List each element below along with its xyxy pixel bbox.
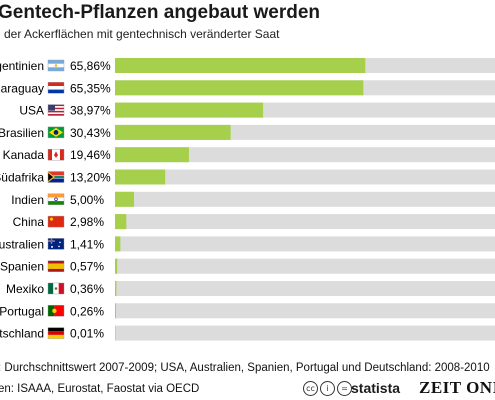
value-label: 1,41%	[70, 237, 104, 251]
flag-argentina-icon	[47, 59, 65, 72]
bar	[115, 281, 117, 296]
chart-subtitle: l der Ackerflächen mit gentechnisch verä…	[0, 27, 280, 41]
bar-track	[115, 325, 495, 341]
bar	[115, 325, 116, 341]
chart-title: Gentech-Pflanzen angebaut werden	[0, 2, 320, 23]
value-label: 5,00%	[70, 193, 104, 207]
value-label: 13,20%	[70, 171, 111, 185]
bar-chart: rgentinien 65,86% Paraguay 65,35% USA 38,97% B…	[0, 58, 495, 341]
value-label: 2,98%	[70, 215, 104, 229]
flag-spain-icon	[47, 260, 65, 272]
category-label: Paraguay	[0, 81, 44, 95]
bar	[115, 191, 134, 207]
bar-track	[115, 169, 495, 185]
nd-icon: =	[337, 381, 352, 396]
category-label: Mexiko	[6, 282, 44, 296]
bar	[115, 102, 264, 118]
by-icon: i	[320, 381, 335, 396]
category-label: China	[13, 215, 45, 229]
value-label: 0,26%	[70, 304, 104, 318]
bar-track	[115, 191, 495, 207]
footnote: : Durchschnittswert 2007-2009; USA, Aust…	[0, 362, 490, 374]
flag-canada-icon	[47, 148, 65, 161]
bar	[115, 303, 116, 319]
category-label: USA	[19, 104, 44, 118]
flag-south-africa-icon	[47, 171, 65, 183]
bar	[115, 169, 166, 185]
flag-china-icon	[47, 215, 65, 228]
flag-usa-icon	[47, 104, 65, 116]
value-label: 0,36%	[70, 282, 104, 296]
bar-track	[115, 147, 495, 163]
category-label: rgentinien	[0, 59, 44, 73]
bar-track	[115, 258, 495, 274]
zeit-online-logo[interactable]: ZEIT ONI	[419, 378, 495, 397]
bar	[115, 147, 189, 163]
flag-australia-icon	[47, 238, 65, 250]
bar-track	[115, 281, 495, 296]
flag-paraguay-icon	[47, 82, 65, 94]
value-label: 65,86%	[70, 59, 111, 73]
bar	[115, 236, 121, 252]
category-label: Kanada	[3, 148, 45, 162]
category-label: Portugal	[0, 304, 44, 318]
value-label: 65,35%	[70, 81, 111, 95]
bar-track	[115, 236, 495, 252]
bar	[115, 214, 127, 230]
bar	[115, 80, 364, 96]
bar-track	[115, 303, 495, 319]
value-label: 30,43%	[70, 126, 111, 140]
statista-logo[interactable]: statista	[351, 380, 401, 396]
category-label: Südafrika	[0, 171, 44, 185]
flag-germany-icon	[47, 327, 65, 339]
category-label: Brasilien	[0, 126, 44, 140]
bar	[115, 58, 366, 73]
flag-mexico-icon	[47, 282, 65, 295]
flag-india-icon	[47, 193, 65, 206]
flag-brazil-icon	[47, 126, 65, 139]
value-label: 19,46%	[70, 148, 111, 162]
cc-icon: cc	[303, 381, 318, 396]
source-note: en: ISAAA, Eurostat, Faostat via OECD	[0, 383, 200, 395]
bar	[115, 258, 118, 274]
creative-commons-icons: cc i =	[303, 381, 352, 396]
value-label: 0,01%	[70, 327, 104, 341]
value-label: 0,57%	[70, 260, 104, 274]
category-label: tschland	[0, 327, 44, 341]
category-label: Spanien	[0, 260, 44, 274]
value-label: 38,97%	[70, 104, 111, 118]
bar-track	[115, 214, 495, 230]
flag-portugal-icon	[47, 305, 65, 317]
bar	[115, 124, 231, 140]
category-label: Indien	[11, 193, 44, 207]
category-label: ustralien	[0, 237, 44, 251]
